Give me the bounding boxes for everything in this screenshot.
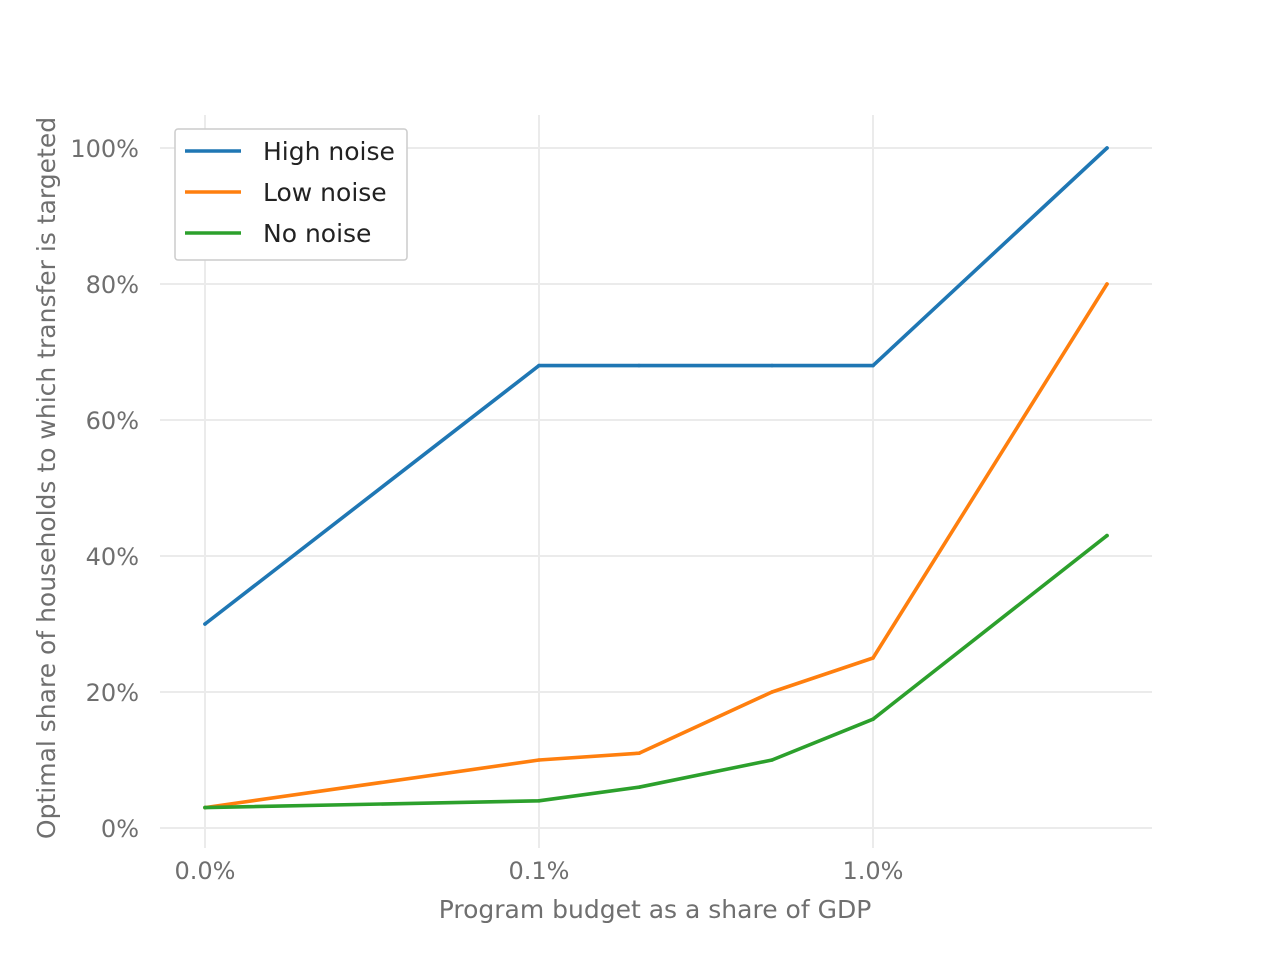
data-point xyxy=(1105,146,1109,150)
legend-item: High noise xyxy=(185,137,395,166)
legend-label: High noise xyxy=(263,137,395,166)
data-point xyxy=(637,751,641,755)
data-point xyxy=(770,363,774,368)
y-axis-label: Optimal share of households to which tra… xyxy=(32,117,61,839)
y-tick-label: 20% xyxy=(86,679,139,707)
data-point xyxy=(203,805,207,810)
data-point xyxy=(871,717,875,721)
legend-label: Low noise xyxy=(263,178,387,207)
series-line-no-noise xyxy=(203,533,1109,810)
data-point xyxy=(1105,533,1109,538)
data-point xyxy=(770,690,774,694)
x-axis-label: Program budget as a share of GDP xyxy=(439,895,872,924)
data-point xyxy=(770,758,774,762)
legend: High noise Low noise No noise xyxy=(174,128,408,261)
legend-box xyxy=(174,128,408,261)
x-tick-label: 0.0% xyxy=(175,857,236,885)
x-tick-label: 0.1% xyxy=(509,857,570,885)
data-point xyxy=(203,622,207,626)
data-point xyxy=(871,363,875,368)
data-point xyxy=(537,363,541,368)
data-point xyxy=(871,656,875,660)
series-lines xyxy=(203,146,1109,810)
data-point xyxy=(537,799,541,803)
series-line-low-noise xyxy=(203,282,1109,810)
x-tick-label: 1.0% xyxy=(843,857,904,885)
y-tick-label: 40% xyxy=(86,543,139,571)
y-tick-label: 80% xyxy=(86,271,139,299)
y-tick-label: 0% xyxy=(101,815,139,843)
data-point xyxy=(1105,282,1109,286)
x-tick-labels: 0.0% 0.1% 1.0% xyxy=(175,857,904,885)
legend-label: No noise xyxy=(263,219,371,248)
data-point xyxy=(637,785,641,789)
legend-item: Low noise xyxy=(185,178,387,207)
data-point xyxy=(537,758,541,762)
legend-item: No noise xyxy=(185,219,371,248)
series-line-high-noise xyxy=(203,146,1109,626)
y-tick-labels: 0% 20% 40% 60% 80% 100% xyxy=(70,135,139,843)
data-point xyxy=(637,363,641,368)
y-tick-label: 60% xyxy=(86,407,139,435)
y-tick-label: 100% xyxy=(70,135,139,163)
